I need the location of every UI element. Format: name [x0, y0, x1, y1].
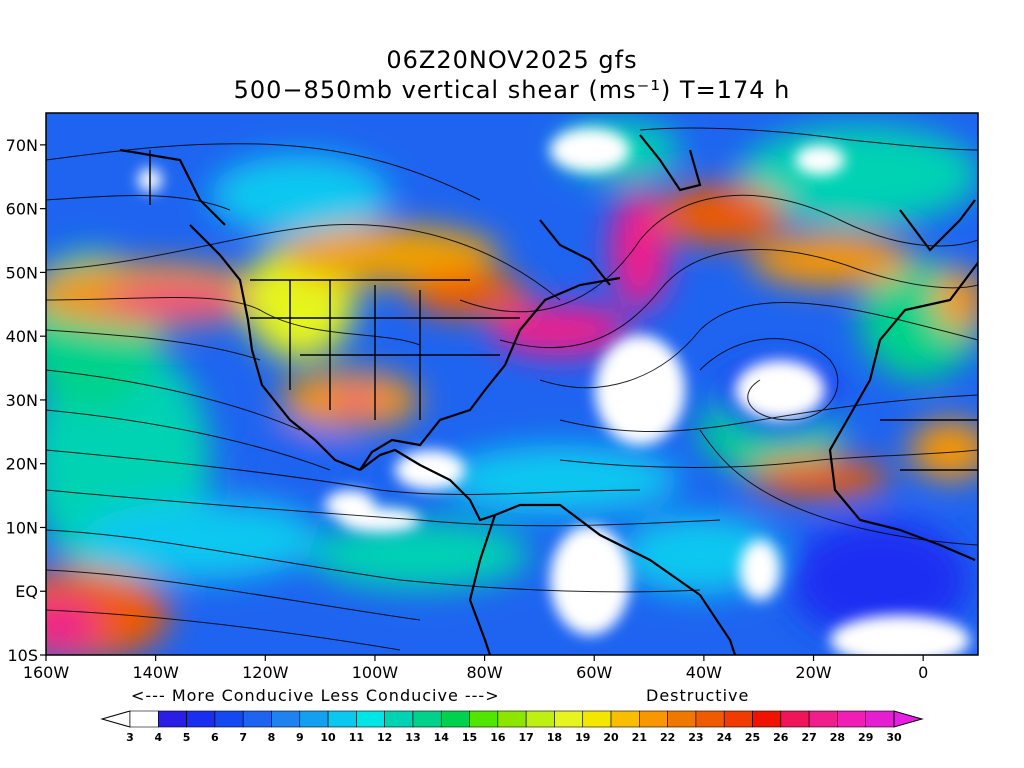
- colorbar-swatch: [525, 710, 555, 728]
- colorbar-swatch: [554, 710, 584, 728]
- destructive-label: Destructive: [646, 686, 750, 705]
- colorbar-swatch: [582, 710, 612, 728]
- colorbar-swatch: [327, 710, 357, 728]
- colorbar-label: 17: [518, 731, 533, 744]
- colorbar-label: 26: [773, 731, 789, 744]
- lat-label: EQ: [15, 582, 38, 601]
- lon-label: 0: [918, 663, 928, 682]
- lat-label: 10N: [6, 518, 38, 537]
- lon-label: 20W: [795, 663, 831, 682]
- colorbar-swatch: [865, 710, 895, 728]
- colorbar-swatch: [129, 710, 159, 728]
- colorbar-swatch: [497, 710, 527, 728]
- colorbar-swatch: [157, 710, 187, 728]
- colorbar-label: 11: [349, 731, 364, 744]
- colorbar-swatch: [299, 710, 329, 728]
- colorbar-label: 29: [858, 731, 873, 744]
- colorbar-swatch: [412, 710, 442, 728]
- lon-label: 100W: [352, 663, 399, 682]
- colorbar-label: 8: [268, 731, 276, 744]
- lon-label: 160W: [23, 663, 70, 682]
- colorbar-swatch: [639, 710, 668, 728]
- colorbar-label: 5: [183, 731, 191, 744]
- colorbar-swatch: [752, 710, 782, 728]
- lon-label: 80W: [466, 663, 502, 682]
- chart-subtitle: 500−850mb vertical shear (ms⁻¹) T=174 h: [233, 76, 791, 104]
- colorbar-label: 20: [603, 731, 619, 744]
- colorbar-label: 25: [745, 731, 760, 744]
- colorbar-swatch: [610, 710, 640, 728]
- colorbar-label: 10: [320, 731, 336, 744]
- colorbar-swatch: [695, 710, 725, 728]
- colorbar-swatch: [384, 710, 414, 728]
- lat-label: 60N: [6, 200, 38, 219]
- colorbar-swatch: [469, 710, 499, 728]
- lat-label: 40N: [6, 327, 38, 346]
- colorbar-label: 12: [377, 731, 392, 744]
- lon-label: 40W: [686, 663, 722, 682]
- lon-label: 140W: [132, 663, 179, 682]
- colorbar-swatch: [440, 710, 470, 728]
- colorbar-swatch: [356, 710, 385, 728]
- colorbar-label: 15: [462, 731, 477, 744]
- colorbar-label: 14: [434, 731, 450, 744]
- colorbar-label: 21: [632, 731, 647, 744]
- colorbar-swatch: [242, 710, 272, 728]
- colorbar-left-arrow: [100, 710, 131, 728]
- lat-label: 50N: [6, 263, 38, 282]
- colorbar-label: 13: [405, 731, 420, 744]
- colorbar-label: 22: [660, 731, 675, 744]
- lon-label: 120W: [242, 663, 289, 682]
- lat-label: 20N: [6, 455, 38, 474]
- colorbar-swatch: [667, 710, 697, 728]
- colorbar-label: 19: [575, 731, 590, 744]
- colorbar-label: 4: [154, 731, 162, 744]
- colorbar-label: 24: [717, 731, 733, 744]
- lat-label: 70N: [6, 136, 38, 155]
- colorbar-right-arrow: [893, 710, 924, 728]
- shear-field: [46, 113, 978, 655]
- colorbar: 3 4 5 6 7 8 9 10 11 12 13 14 15 16 17 18 19 20 21 22 23 24 25 2…: [100, 710, 924, 744]
- colorbar-label: 6: [211, 731, 219, 744]
- colorbar-label: 28: [830, 731, 845, 744]
- chart-title: 06Z20NOV2025 gfs: [386, 46, 638, 74]
- colorbar-label: 27: [801, 731, 816, 744]
- lat-label: 10S: [7, 646, 38, 665]
- latitude-axis: 70N 60N 50N 40N 30N 20N 10N EQ 10S: [6, 136, 46, 665]
- colorbar-swatch: [186, 710, 216, 728]
- lon-label: 60W: [576, 663, 612, 682]
- colorbar-label: 9: [296, 731, 304, 744]
- colorbar-swatch: [271, 710, 301, 728]
- colorbar-label: 3: [126, 731, 134, 744]
- colorbar-label: 30: [886, 731, 902, 744]
- plot-frame: [45, 112, 979, 656]
- longitude-axis: 160W 140W 120W 100W 80W 60W 40W 20W 0: [23, 655, 928, 682]
- colorbar-swatch: [780, 710, 810, 728]
- colorbar-label: 23: [688, 731, 703, 744]
- colorbar-label: 7: [239, 731, 247, 744]
- colorbar-label: 18: [547, 731, 562, 744]
- colorbar-swatch: [808, 710, 838, 728]
- colorbar-swatch: [214, 710, 244, 728]
- colorbar-label: 16: [490, 731, 506, 744]
- lat-label: 30N: [6, 391, 38, 410]
- colorbar-swatch: [837, 710, 867, 728]
- colorbar-swatch: [723, 710, 753, 728]
- conducive-hint: <--- More Conducive Less Conducive --->: [131, 686, 500, 705]
- streamlines: [46, 127, 978, 651]
